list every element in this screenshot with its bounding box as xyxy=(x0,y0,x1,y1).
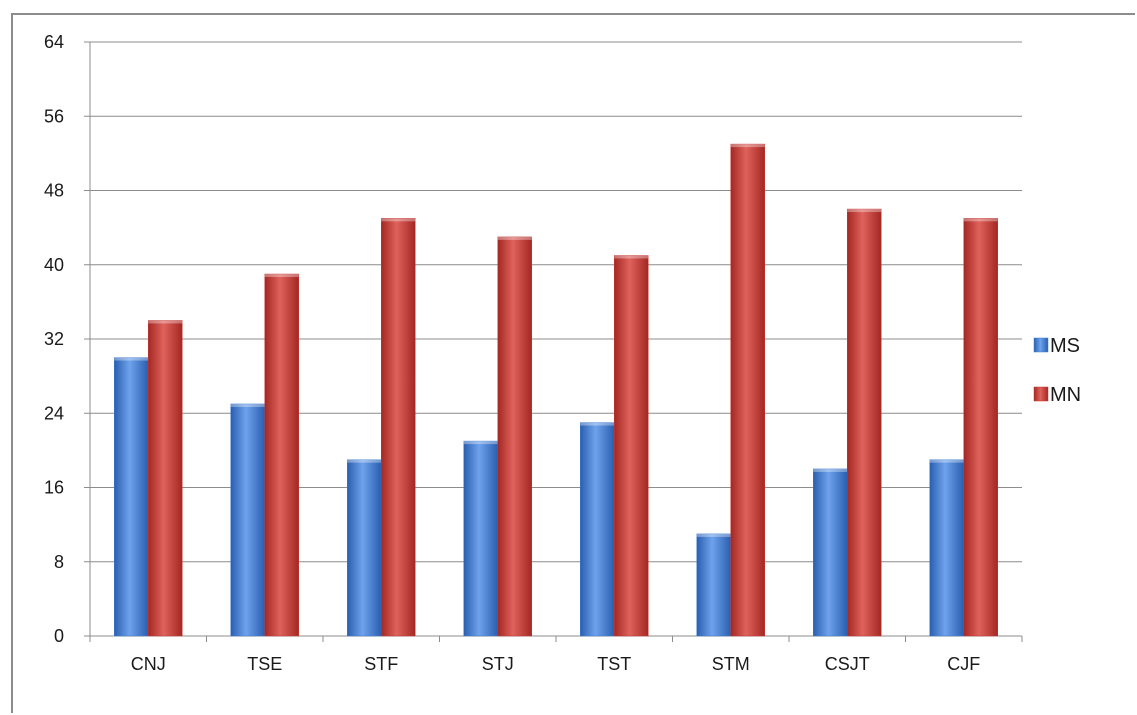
x-tick-label: CNJ xyxy=(131,654,166,674)
legend-swatch-mn xyxy=(1033,386,1049,402)
bar-top-highlight xyxy=(580,422,615,426)
bar-top-highlight xyxy=(813,468,848,472)
bar-top-highlight xyxy=(963,218,998,222)
y-tick-label: 24 xyxy=(44,403,64,423)
legend-label-ms: MS xyxy=(1050,335,1080,357)
bar-top-highlight xyxy=(148,320,183,324)
bar-ms-stf xyxy=(347,459,382,637)
bar-mn-cjf xyxy=(963,218,998,637)
bar-top-highlight xyxy=(381,218,416,222)
x-tick-label: CSJT xyxy=(825,654,870,674)
bar-top-highlight xyxy=(614,255,649,259)
y-tick-label: 32 xyxy=(44,329,64,349)
gridlines xyxy=(90,41,1022,563)
bar-ms-csjt xyxy=(813,468,848,637)
x-tick-label: CJF xyxy=(947,654,980,674)
bar-mn-stf xyxy=(381,218,416,637)
y-tick-label: 8 xyxy=(54,552,64,572)
y-tick-label: 64 xyxy=(44,32,64,52)
bar-top-highlight xyxy=(230,403,265,407)
bar-top-highlight xyxy=(929,459,964,463)
bar-top-highlight xyxy=(347,459,382,463)
bar-top-highlight xyxy=(463,441,498,445)
legend: MS MN xyxy=(1033,335,1081,406)
y-tick-label: 48 xyxy=(44,181,64,201)
bar-mn-cnj xyxy=(148,320,183,637)
x-tick-label: STJ xyxy=(482,654,514,674)
x-tick-label: TST xyxy=(597,654,631,674)
bar-ms-cnj xyxy=(114,357,149,637)
legend-label-mn: MN xyxy=(1050,384,1081,406)
bar-ms-stj xyxy=(463,440,498,637)
bar-ms-cjf xyxy=(929,459,964,637)
bar-mn-stj xyxy=(497,236,532,637)
x-tick-label: TSE xyxy=(247,654,282,674)
y-tick-label: 40 xyxy=(44,255,64,275)
bar-top-highlight xyxy=(114,357,149,361)
bar-ms-tse xyxy=(230,403,265,637)
bar-mn-tse xyxy=(264,273,299,637)
bar-ms-tst xyxy=(580,422,615,637)
bar-top-highlight xyxy=(497,236,532,240)
x-tick-label: STM xyxy=(712,654,750,674)
bar-top-highlight xyxy=(847,209,882,213)
bar-mn-stm xyxy=(730,143,765,637)
legend-swatch-ms xyxy=(1033,337,1049,353)
bar-top-highlight xyxy=(696,533,731,537)
bars xyxy=(114,143,998,637)
y-tick-label: 16 xyxy=(44,478,64,498)
bar-ms-stm xyxy=(696,533,731,637)
y-tick-label: 0 xyxy=(54,626,64,646)
bar-mn-tst xyxy=(614,255,649,637)
tick-labels: 0 8 16 24 32 40 48 56 64 CNJ TSE STF STJ TST STM CSJT CJ… xyxy=(44,32,980,674)
bar-top-highlight xyxy=(264,274,299,278)
bar-top-highlight xyxy=(730,144,765,148)
y-tick-label: 56 xyxy=(44,106,64,126)
x-tick-label: STF xyxy=(364,654,398,674)
bar-mn-csjt xyxy=(847,208,882,637)
